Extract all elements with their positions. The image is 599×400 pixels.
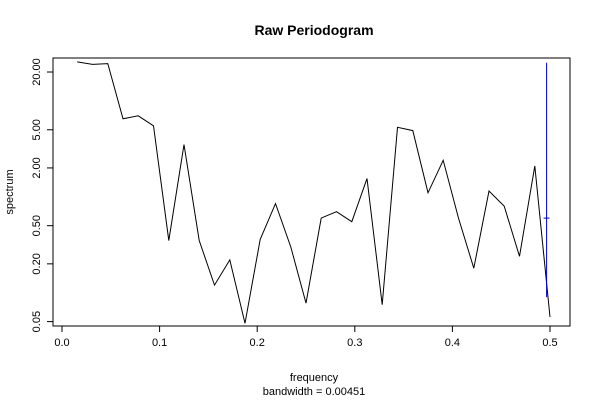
y-tick-label: 20.00 bbox=[31, 58, 43, 86]
spectrum-line bbox=[77, 61, 551, 324]
y-tick-label: 2.00 bbox=[31, 157, 43, 178]
y-axis-label: spectrum bbox=[4, 169, 16, 214]
plot-frame bbox=[52, 57, 571, 327]
chart-title: Raw Periodogram bbox=[254, 22, 373, 38]
x-tick-label: 0.4 bbox=[445, 337, 460, 349]
x-axis: 0.0 0.1 0.2 0.3 0.4 0.5 bbox=[54, 326, 558, 349]
confidence-interval bbox=[543, 62, 550, 298]
y-tick-label: 0.05 bbox=[31, 311, 43, 332]
x-tick-label: 0.2 bbox=[250, 337, 265, 349]
x-tick-label: 0.0 bbox=[54, 337, 69, 349]
y-tick-label: 5.00 bbox=[31, 119, 43, 140]
bandwidth-label: bandwidth = 0.00451 bbox=[263, 386, 365, 398]
x-tick-label: 0.1 bbox=[152, 337, 167, 349]
x-tick-label: 0.5 bbox=[542, 337, 557, 349]
series-layer bbox=[77, 61, 551, 324]
x-axis-label: frequency bbox=[290, 372, 339, 384]
y-axis: 0.05 0.20 0.50 2.00 5.00 20.00 bbox=[31, 58, 53, 332]
y-tick-label: 0.20 bbox=[31, 253, 43, 274]
y-tick-label: 0.50 bbox=[31, 215, 43, 236]
x-tick-label: 0.3 bbox=[347, 337, 362, 349]
